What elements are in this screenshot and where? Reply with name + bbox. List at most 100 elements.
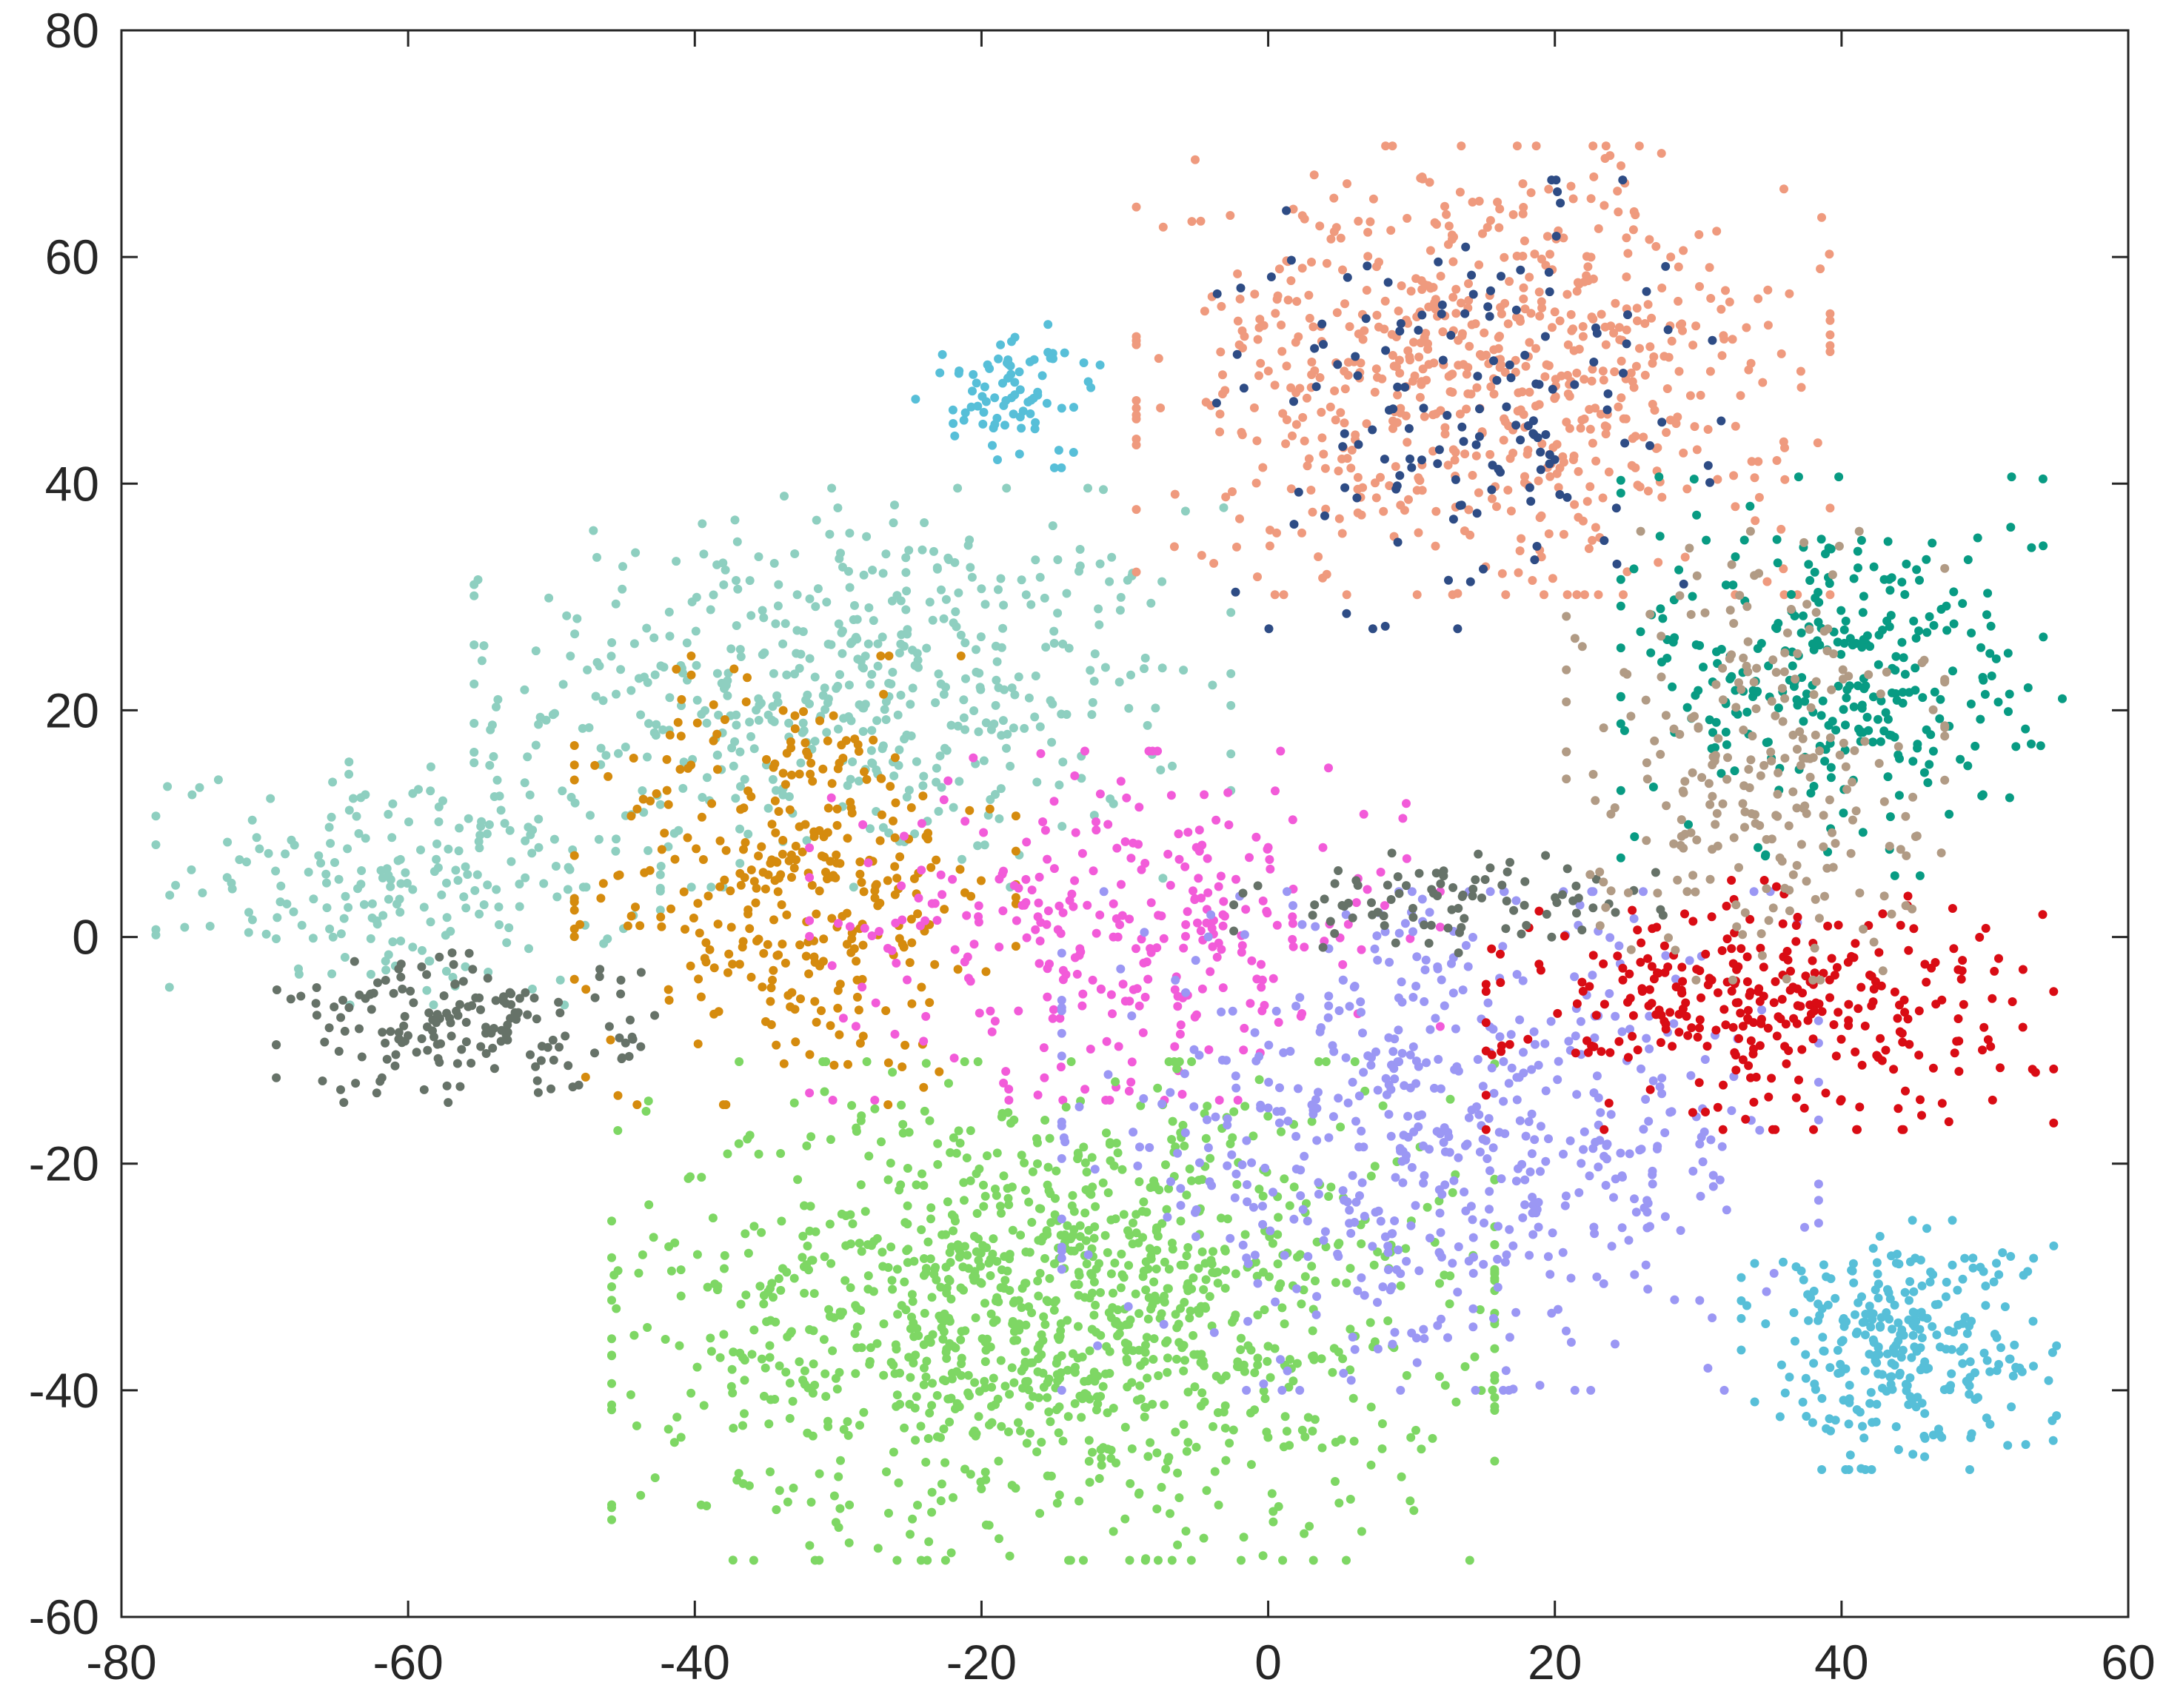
scatter-point: [1448, 1259, 1457, 1268]
scatter-point: [1356, 358, 1366, 368]
scatter-point: [1616, 575, 1625, 584]
scatter-point: [1576, 423, 1585, 433]
scatter-point: [1448, 883, 1458, 892]
scatter-point: [1296, 1011, 1306, 1021]
scatter-point: [1246, 999, 1255, 1008]
scatter-point: [1146, 898, 1156, 908]
scatter-point: [1617, 1223, 1627, 1233]
scatter-point: [1297, 528, 1306, 537]
scatter-point: [1588, 903, 1598, 913]
scatter-point: [1326, 234, 1336, 244]
scatter-point: [681, 925, 689, 934]
scatter-point: [531, 740, 541, 750]
scatter-point: [919, 1254, 929, 1263]
scatter-point: [1594, 1162, 1603, 1172]
scatter-point: [1229, 900, 1239, 910]
scatter-point: [1849, 574, 1859, 583]
scatter-point: [1243, 1259, 1253, 1268]
scatter-point: [1433, 962, 1443, 971]
scatter-point: [1662, 428, 1671, 438]
scatter-point: [1106, 1269, 1116, 1279]
scatter-point: [917, 1225, 926, 1234]
scatter-point: [1112, 843, 1122, 853]
scatter-point: [883, 1175, 893, 1185]
scatter-point: [638, 786, 647, 795]
scatter-point: [1728, 1022, 1738, 1032]
scatter-point: [1582, 497, 1592, 506]
scatter-point: [1000, 1252, 1009, 1262]
scatter-point: [1711, 1025, 1721, 1035]
scatter-point: [1263, 1342, 1273, 1351]
scatter-point: [981, 718, 991, 728]
scatter-point: [1487, 485, 1497, 495]
scatter-point: [1826, 763, 1836, 772]
scatter-point: [1540, 590, 1548, 600]
scatter-point: [1518, 1213, 1528, 1222]
scatter-point: [1873, 660, 1883, 669]
scatter-point: [1031, 925, 1040, 934]
scatter-point: [1486, 286, 1495, 295]
scatter-point: [1253, 1279, 1263, 1288]
scatter-point: [1565, 1136, 1575, 1145]
scatter-point: [512, 1014, 521, 1024]
scatter-point: [1458, 985, 1468, 995]
scatter-point: [1645, 342, 1655, 352]
scatter-point: [244, 928, 253, 937]
scatter-point: [873, 1544, 883, 1553]
scatter-point: [1141, 1554, 1151, 1564]
scatter-point: [926, 1203, 936, 1213]
scatter-point: [1685, 391, 1695, 401]
scatter-point: [782, 670, 792, 680]
scatter-point: [1336, 1122, 1346, 1132]
scatter-point: [294, 964, 303, 974]
scatter-point: [469, 719, 479, 728]
scatter-point: [1472, 509, 1482, 518]
scatter-point: [1286, 484, 1296, 494]
scatter-point: [1393, 537, 1403, 547]
scatter-point: [1349, 1436, 1359, 1446]
scatter-point: [1485, 215, 1495, 225]
scatter-point: [473, 575, 483, 584]
scatter-point: [1585, 1171, 1594, 1181]
scatter-point: [2018, 965, 2028, 974]
scatter-point: [1473, 372, 1483, 381]
scatter-point: [1743, 1005, 1753, 1015]
scatter-point: [1082, 1390, 1092, 1399]
scatter-point: [894, 1478, 903, 1487]
scatter-point: [581, 1072, 590, 1082]
scatter-point: [1600, 1125, 1609, 1134]
scatter-point: [776, 1285, 786, 1295]
scatter-point: [1123, 1302, 1133, 1311]
scatter-point: [1083, 1250, 1093, 1259]
scatter-point: [1394, 1245, 1403, 1255]
scatter-point: [937, 1479, 946, 1489]
scatter-point: [663, 985, 673, 994]
scatter-point: [1289, 1214, 1299, 1224]
scatter-point: [1912, 565, 1922, 575]
scatter-point: [1140, 859, 1150, 868]
scatter-point: [1576, 1017, 1585, 1026]
scatter-point: [1237, 1555, 1246, 1565]
scatter-point: [1142, 1333, 1151, 1342]
scatter-point: [1052, 1166, 1061, 1176]
scatter-point: [1708, 1171, 1718, 1180]
scatter-point: [886, 1242, 896, 1252]
scatter-point: [740, 1409, 749, 1419]
scatter-point: [569, 932, 579, 942]
scatter-point: [1438, 327, 1448, 337]
scatter-point: [692, 660, 701, 670]
scatter-point: [1396, 1281, 1405, 1290]
scatter-point: [1827, 954, 1836, 963]
scatter-point: [419, 902, 429, 912]
scatter-point: [1512, 251, 1522, 261]
scatter-point: [734, 1469, 743, 1478]
scatter-point: [1392, 481, 1402, 491]
scatter-point: [1387, 1229, 1397, 1239]
scatter-point: [1363, 885, 1372, 894]
scatter-point: [606, 1035, 615, 1045]
scatter-point: [939, 614, 949, 623]
scatter-point: [195, 783, 204, 792]
scatter-point: [1532, 1205, 1542, 1214]
scatter-point: [1353, 371, 1363, 381]
scatter-point: [1665, 1008, 1675, 1017]
